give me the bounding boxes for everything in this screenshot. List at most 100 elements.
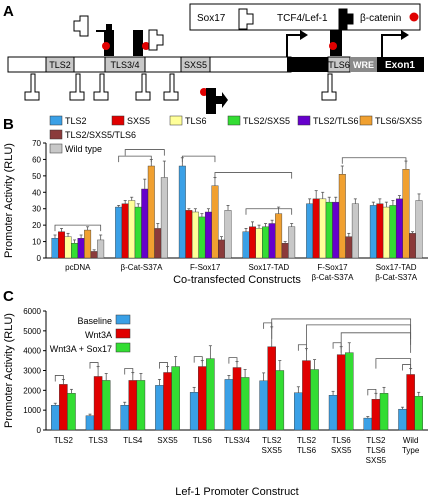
significance-bracket [402, 364, 412, 371]
legend-label: TLS2/SXS5/TLS6 [65, 130, 136, 140]
bar [93, 376, 103, 431]
significance-bracket [245, 208, 293, 215]
promoter-black-segment [287, 57, 328, 72]
sxs5-element-label: SXS5 [184, 60, 207, 70]
bar [268, 223, 276, 259]
bar [51, 238, 59, 259]
significance-bracket [124, 368, 134, 375]
bar [71, 243, 79, 259]
bar [415, 200, 423, 259]
panel-a-label: A [3, 3, 14, 20]
wre-element [350, 57, 377, 72]
panel-c-brackets [54, 318, 412, 396]
bar [178, 165, 186, 259]
bar [155, 385, 164, 431]
y-axis-label: Promoter Activity (RLU) [3, 313, 15, 428]
bar [240, 377, 250, 431]
legend-label: TLS6 [185, 116, 207, 126]
x-tick-label: TLS3 [89, 436, 109, 445]
bar [328, 395, 338, 431]
x-tick-label: TLS2 [54, 436, 74, 445]
significance-bracket [181, 155, 216, 163]
sox17-site-icon [163, 73, 179, 101]
legend-sox17-label: Sox17 [197, 13, 226, 24]
bar [218, 239, 225, 259]
y-tick-label: 0 [37, 426, 42, 435]
legend-swatch [115, 342, 131, 353]
x-tick-label: TLS6 [332, 436, 352, 445]
bar [232, 367, 242, 431]
bar [160, 177, 168, 259]
bcatenin-circle-icon [409, 12, 419, 22]
bar [371, 399, 381, 431]
x-tick-label: Type [402, 446, 420, 455]
legend-tcf-label: TCF4/Lef-1 [277, 13, 328, 24]
legend-label: TLS2/TLS6 [313, 116, 359, 126]
wre-element-label: WRE [353, 60, 374, 70]
sox17-site-icon [321, 73, 337, 101]
bar [363, 417, 373, 431]
significance-bracket [340, 332, 412, 353]
tss-arrowhead-icon [401, 30, 409, 40]
legend-swatch [49, 143, 63, 154]
significance-bracket [54, 375, 64, 382]
x-tick-label: Sox17-TAD [376, 263, 417, 272]
significance-bracket [297, 344, 307, 351]
x-tick-label: TLS6 [366, 446, 386, 455]
bar [154, 228, 162, 259]
x-tick-label: β-Cat-S37A [121, 263, 164, 272]
y-tick-label: 70 [32, 139, 41, 148]
legend-label: Wnt3A [85, 330, 112, 340]
bar [369, 205, 377, 259]
bar [310, 369, 319, 431]
sox17-site-icon [69, 73, 85, 101]
x-tick-label: TLS2 [262, 436, 282, 445]
bar [141, 188, 149, 259]
bar [382, 206, 390, 259]
legend-label: TLS2/SXS5 [243, 116, 290, 126]
bar [306, 203, 314, 259]
bar [332, 201, 340, 259]
sox17-site-icon [24, 73, 40, 101]
bar [224, 210, 232, 259]
bar [249, 226, 256, 259]
legend-swatch [227, 115, 241, 126]
bar [101, 380, 111, 431]
bcatenin-site-icon [102, 42, 110, 50]
legend-swatch [297, 115, 311, 126]
bar [120, 405, 129, 431]
bar [288, 226, 296, 259]
significance-bracket [306, 324, 412, 345]
y-axis-label: Promoter Activity (RLU) [3, 143, 15, 258]
bar [97, 239, 105, 259]
significance-bracket [367, 388, 377, 396]
tss-arrowhead-icon [300, 30, 308, 40]
bar [121, 203, 129, 259]
tcf-site-icon [133, 30, 143, 56]
significance-bracket [228, 357, 238, 364]
panel-c: C Baseline Wnt3A Wnt3A + Sox17 0 1000 2000 30… [3, 288, 428, 498]
sox17-site-icon [93, 73, 109, 101]
x-tick-label: β-Cat-S37A [312, 273, 355, 282]
bar [147, 165, 155, 259]
significance-bracket [118, 155, 152, 163]
bar [319, 198, 327, 259]
significance-bracket [263, 322, 273, 329]
x-tick-label: F-Sox17 [190, 263, 221, 272]
bcatenin-site-icon [142, 42, 150, 50]
y-tick-label: 2000 [23, 386, 41, 395]
sox17-site-icon [73, 15, 89, 37]
legend-swatch [169, 115, 183, 126]
bar [345, 352, 354, 431]
legend-label: Baseline [77, 316, 112, 326]
significance-bracket [159, 362, 168, 369]
x-tick-label: pcDNA [65, 263, 91, 272]
bar [163, 372, 172, 431]
bar [345, 236, 353, 259]
x-tick-label: SXS5 [331, 446, 352, 455]
bar [262, 226, 270, 259]
bar [134, 206, 142, 259]
x-tick-label: TLS6 [297, 446, 317, 455]
bar [191, 211, 199, 259]
